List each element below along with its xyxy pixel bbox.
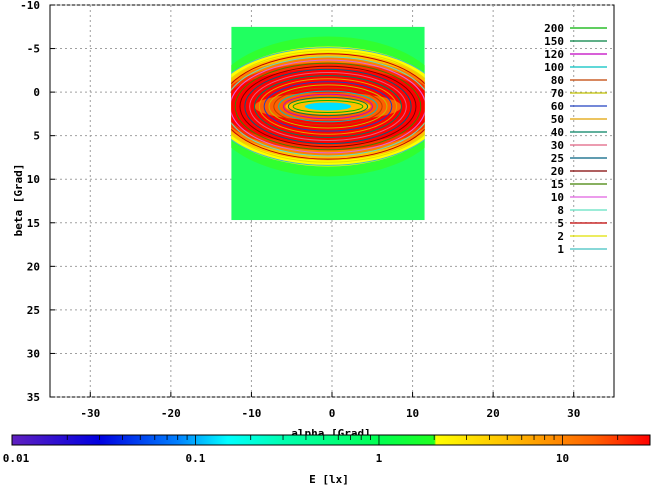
x-tick-label: -30 <box>80 407 100 420</box>
contour-line <box>231 47 425 166</box>
legend-label: 2 <box>557 230 564 243</box>
legend-label: 70 <box>551 87 564 100</box>
legend-label: 30 <box>551 139 564 152</box>
y-tick-label: -10 <box>20 0 40 12</box>
x-tick-label: 0 <box>329 407 336 420</box>
colorbar-tick-label: 10 <box>556 452 569 465</box>
contour-line <box>234 62 422 151</box>
x-tick-label: 30 <box>567 407 580 420</box>
y-tick-label: -5 <box>27 43 40 56</box>
legend-label: 1 <box>557 243 564 256</box>
contour-line <box>287 96 369 117</box>
contour-line <box>231 56 425 157</box>
contour-line <box>231 50 425 163</box>
legend-label: 200 <box>544 22 564 35</box>
y-tick-label: 25 <box>27 304 40 317</box>
legend-label: 60 <box>551 100 564 113</box>
contour-line <box>231 59 425 154</box>
legend-label: 80 <box>551 74 564 87</box>
legend-label: 100 <box>544 61 564 74</box>
y-tick-label: 20 <box>27 260 40 273</box>
y-tick-label: 15 <box>27 217 40 230</box>
contour-line <box>278 90 378 123</box>
x-tick-label: 20 <box>487 407 500 420</box>
x-axis-ticks: -30 -20 -10 0 10 20 30 <box>80 392 580 420</box>
y-axis-ticks: -10 -5 0 5 10 15 20 25 30 35 <box>20 0 55 404</box>
contour-line <box>268 84 388 129</box>
legend-label: 15 <box>551 178 564 191</box>
contour-line <box>258 78 398 135</box>
contour-line <box>292 99 364 113</box>
colorbar-tick-label: 0.01 <box>3 452 30 465</box>
x-tick-label: 10 <box>406 407 419 420</box>
heatmap <box>231 26 425 221</box>
legend-label: 5 <box>557 217 564 230</box>
y-tick-label: 10 <box>27 173 40 186</box>
legend-label: 120 <box>544 48 564 61</box>
x-tick-label: -20 <box>161 407 181 420</box>
contour-line <box>231 53 425 160</box>
y-tick-label: 0 <box>33 86 40 99</box>
colorbar-label: E [lx] <box>309 473 349 486</box>
y-tick-label: 35 <box>27 391 40 404</box>
contour-line <box>282 93 373 120</box>
heatmap-band <box>304 102 352 111</box>
x-tick-label: -10 <box>241 407 261 420</box>
legend-label: 10 <box>551 191 564 204</box>
contour-line <box>253 75 402 138</box>
colorbar-ticks: 0.01 0.1 1 10 <box>3 435 651 465</box>
colorbar-tick-label: 0.1 <box>186 452 206 465</box>
legend-label: 25 <box>551 152 564 165</box>
colorbar-tick-label: 1 <box>376 452 383 465</box>
legend-label: 50 <box>551 113 564 126</box>
y-tick-label: 5 <box>33 130 40 143</box>
y-axis-label: beta [Grad] <box>12 164 25 237</box>
legend-label: 8 <box>557 204 564 217</box>
y-tick-label: 30 <box>27 347 40 360</box>
contour-line <box>244 68 412 145</box>
contour-line <box>239 65 417 148</box>
contour-line <box>249 71 407 141</box>
legend-label: 20 <box>551 165 564 178</box>
contour-line <box>273 87 383 126</box>
legend-label: 150 <box>544 35 564 48</box>
contour-line <box>263 81 393 132</box>
colorbar: 0.01 0.1 1 10 E [lx] <box>3 434 651 486</box>
legend-label: 40 <box>551 126 564 139</box>
